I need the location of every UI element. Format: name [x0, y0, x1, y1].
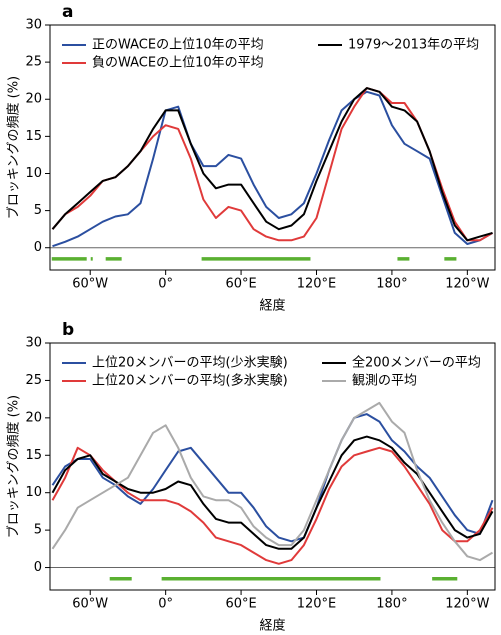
y-axis-label: ブロッキングの頻度 (%)	[6, 395, 22, 538]
y-axis-label: ブロッキングの頻度 (%)	[6, 76, 22, 219]
legend-label: 上位20メンバーの平均(少氷実験)	[92, 355, 288, 371]
y-tick-label: 5	[34, 203, 42, 218]
panel-label: a	[62, 2, 73, 22]
x-tick-label: 180°	[376, 277, 407, 292]
y-tick-label: 30	[25, 18, 42, 33]
y-tick-label: 20	[25, 92, 42, 107]
x-tick-label: 60°W	[72, 597, 108, 612]
y-tick-label: 0	[34, 240, 42, 255]
y-tick-label: 5	[34, 523, 42, 538]
plot-frame	[49, 342, 496, 591]
legend-label: 正のWACEの上位10年の平均	[92, 38, 264, 53]
x-tick-label: 60°W	[72, 277, 108, 292]
x-tick-label: 120°E	[297, 597, 337, 612]
x-tick-label: 120°W	[445, 277, 489, 292]
y-tick-label: 25	[25, 55, 42, 70]
y-tick-label: 15	[25, 129, 42, 144]
series-line	[52, 90, 494, 248]
y-tick-label: 25	[25, 373, 42, 388]
legend-label: 上位20メンバーの平均(多氷実験)	[92, 373, 288, 389]
panel-label: b	[62, 320, 74, 340]
series-line	[51, 413, 494, 543]
x-axis-label: 経度	[259, 298, 285, 314]
x-tick-label: 120°E	[297, 277, 337, 292]
legend-label: 負のWACEの上位10年の平均	[92, 56, 264, 71]
plot-frame	[49, 24, 496, 271]
series-line	[51, 87, 494, 242]
x-tick-label: 60°E	[225, 597, 256, 612]
series-line	[51, 446, 494, 565]
x-tick-label: 120°W	[445, 597, 489, 612]
x-axis-label: 経度	[259, 618, 285, 634]
y-tick-label: 10	[25, 485, 42, 500]
y-tick-label: 10	[25, 166, 42, 181]
x-tick-label: 60°E	[225, 277, 256, 292]
x-tick-label: 180°	[376, 597, 407, 612]
x-tick-label: 0°	[158, 597, 173, 612]
y-tick-label: 20	[25, 410, 42, 425]
legend-label: 観測の平均	[352, 374, 417, 389]
series-line	[51, 87, 493, 242]
series-line	[51, 401, 494, 562]
legend-label: 1979〜2013年の平均	[348, 38, 479, 53]
y-tick-label: 30	[25, 336, 42, 351]
legend-label: 全200メンバーの平均	[352, 355, 481, 371]
x-tick-label: 0°	[158, 277, 173, 292]
y-tick-label: 15	[25, 448, 42, 463]
y-tick-label: 0	[34, 560, 42, 575]
